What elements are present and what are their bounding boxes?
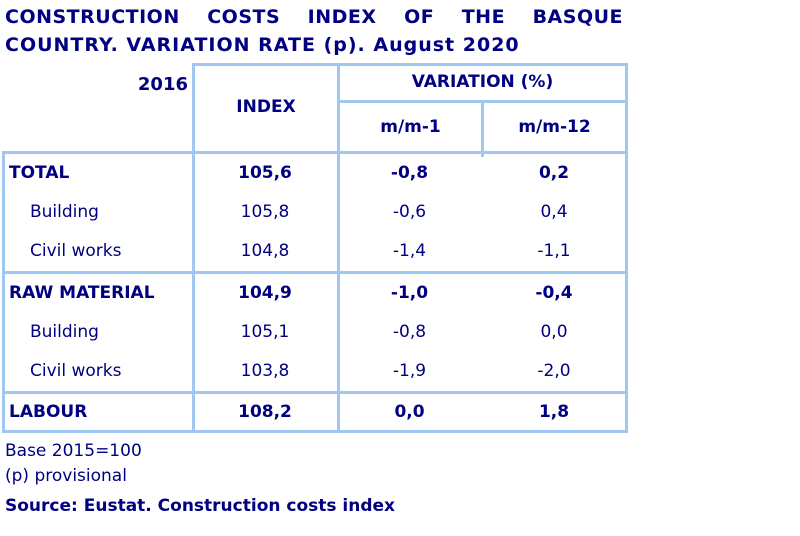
title-line-2: COUNTRY. VARIATION RATE (p). August 2020 xyxy=(5,34,520,56)
page-title: CONSTRUCTION COSTS INDEX OF THE BASQUE C… xyxy=(5,3,623,59)
variation-column-header: VARIATION (%) xyxy=(411,71,554,92)
total-block-bottom-border xyxy=(2,271,628,274)
row-index-value: 104,8 xyxy=(240,241,290,261)
row-mm12-value: 0,2 xyxy=(538,163,570,183)
row-mm12-value: -0,4 xyxy=(535,283,573,303)
mm12-column-header: m/m-12 xyxy=(518,117,591,137)
index-column-left-border xyxy=(192,63,195,433)
row-label: Building xyxy=(30,322,99,342)
row-index-value: 105,8 xyxy=(240,202,290,222)
table-row-raw-civil-works: Civil works 103,8 -1,9 -2,0 xyxy=(0,352,629,390)
base-note: Base 2015=100 xyxy=(5,441,142,461)
table-bottom-border xyxy=(2,430,628,433)
row-index-value: 104,9 xyxy=(238,283,292,303)
table-row-labour: LABOUR 108,2 0,0 1,8 xyxy=(0,393,629,431)
row-mm12-value: 1,8 xyxy=(538,402,570,422)
table-row-raw-material: RAW MATERIAL 104,9 -1,0 -0,4 xyxy=(0,274,629,312)
row-mm12-value: 0,0 xyxy=(540,322,568,342)
row-label: Civil works xyxy=(30,361,122,381)
table-row-total-civil-works: Civil works 104,8 -1,4 -1,1 xyxy=(0,232,629,270)
row-mm1-value: 0,0 xyxy=(394,402,425,422)
table-row-total: TOTAL 105,6 -0,8 0,2 xyxy=(0,154,629,192)
table-top-border xyxy=(192,63,628,66)
source-note: Source: Eustat. Construction costs index xyxy=(5,496,396,516)
row-index-value: 105,1 xyxy=(240,322,290,342)
provisional-note: (p) provisional xyxy=(5,466,127,486)
row-label: Civil works xyxy=(30,241,122,261)
raw-material-block-bottom-border xyxy=(2,391,628,394)
row-mm1-value: -1,4 xyxy=(392,241,427,261)
row-mm12-value: 0,4 xyxy=(540,202,568,222)
row-label: Building xyxy=(30,202,99,222)
index-column-header: INDEX xyxy=(236,97,296,117)
row-mm1-value: -0,8 xyxy=(390,163,429,183)
row-mm1-value: -1,9 xyxy=(392,361,427,381)
table-row-raw-building: Building 105,1 -0,8 0,0 xyxy=(0,313,629,351)
table-left-border xyxy=(2,151,5,433)
row-mm12-value: -1,1 xyxy=(537,241,571,261)
row-mm1-value: -1,0 xyxy=(390,283,429,303)
row-label: TOTAL xyxy=(9,163,70,183)
mm1-column-header: m/m-1 xyxy=(380,117,441,137)
mm12-column-left-border xyxy=(481,100,484,157)
row-mm1-value: -0,8 xyxy=(392,322,427,342)
row-label: LABOUR xyxy=(9,402,88,422)
row-mm1-value: -0,6 xyxy=(392,202,427,222)
title-line-1: CONSTRUCTION COSTS INDEX OF THE BASQUE xyxy=(5,6,623,28)
row-index-value: 105,6 xyxy=(238,163,292,183)
table-row-total-building: Building 105,8 -0,6 0,4 xyxy=(0,193,629,231)
table-right-border xyxy=(625,63,628,433)
header-bottom-border xyxy=(2,151,628,154)
variation-column-left-border xyxy=(337,63,340,433)
row-mm12-value: -2,0 xyxy=(537,361,571,381)
row-label: RAW MATERIAL xyxy=(9,283,155,303)
year-header: 2016 xyxy=(137,73,188,95)
row-index-value: 108,2 xyxy=(238,402,292,422)
row-index-value: 103,8 xyxy=(240,361,290,381)
